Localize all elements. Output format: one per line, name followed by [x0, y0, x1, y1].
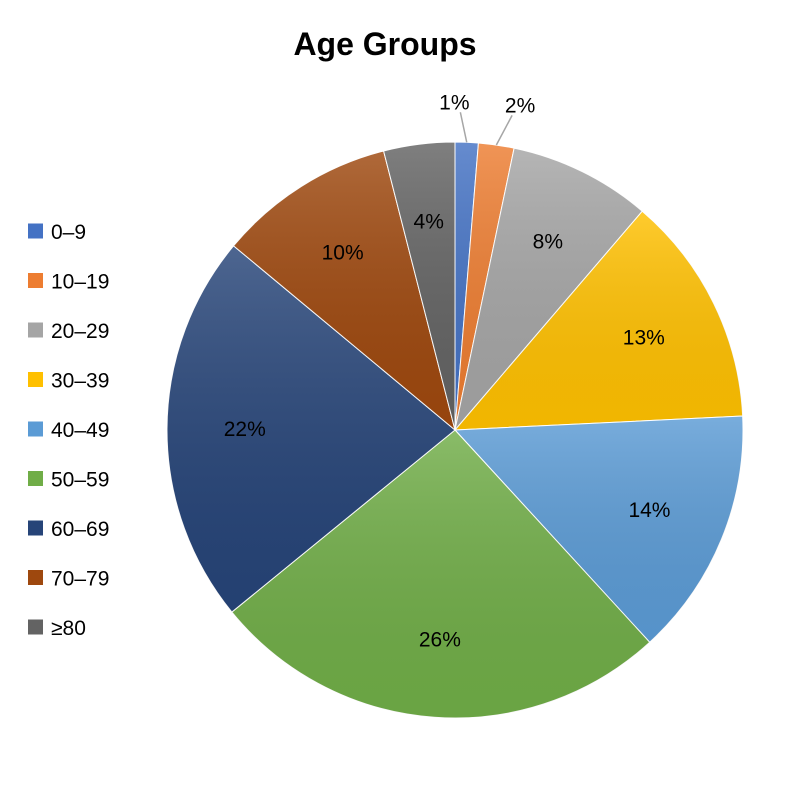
- legend-label-8: 70–79: [51, 568, 109, 591]
- legend-swatch-1: [28, 223, 43, 239]
- legend: 0–9 10–19 20–29 30–39 40–49 50–59 60–69 70–79 ≥8…: [28, 221, 109, 640]
- leader-line-2: [495, 115, 513, 146]
- legend-swatch-8: [28, 570, 43, 585]
- pie-slice-shade-9: [383, 142, 455, 430]
- pie-slice-shade-6: [231, 430, 650, 718]
- pie-slice-shade-3: [455, 148, 643, 430]
- chart-title: Age Groups: [293, 26, 476, 62]
- data-label-1: 1%: [439, 91, 469, 114]
- leader-lines: [459, 112, 513, 146]
- legend-label-4: 30–39: [51, 370, 109, 393]
- legend-label-3: 20–29: [51, 320, 109, 343]
- legend-swatch-6: [28, 471, 43, 486]
- legend-swatch-4: [28, 372, 43, 387]
- legend-label-2: 10–19: [51, 271, 109, 294]
- pie-slice-shade-7: [167, 245, 456, 613]
- pie-slice-shade-5: [455, 416, 743, 643]
- legend-label-7: 60–69: [51, 518, 109, 541]
- legend-swatch-7: [28, 520, 43, 536]
- legend-label-5: 40–49: [51, 419, 109, 442]
- legend-swatch-9: [28, 619, 43, 635]
- data-label-8: 10%: [322, 241, 364, 264]
- data-label-3: 8%: [533, 230, 563, 253]
- data-label-2: 2%: [505, 94, 535, 117]
- pie-slice-shade-8: [233, 150, 455, 430]
- legend-swatch-3: [28, 322, 43, 338]
- legend-label-9: ≥80: [51, 617, 86, 640]
- data-label-9: 4%: [414, 210, 444, 233]
- data-label-7: 22%: [224, 418, 266, 441]
- data-label-4: 13%: [623, 326, 665, 349]
- pie-slice-shade-4: [455, 211, 743, 430]
- data-label-5: 14%: [628, 499, 670, 522]
- slice-labels: 1% 2% 8% 13% 14% 26% 22% 10% 4%: [224, 91, 671, 651]
- data-label-6: 26%: [419, 629, 461, 652]
- legend-swatch-2: [28, 273, 43, 288]
- leader-line-1: [459, 112, 468, 143]
- legend-swatch-5: [28, 421, 43, 437]
- legend-label-6: 50–59: [51, 469, 109, 492]
- pie-slices: [166, 141, 744, 719]
- legend-label-1: 0–9: [51, 221, 86, 244]
